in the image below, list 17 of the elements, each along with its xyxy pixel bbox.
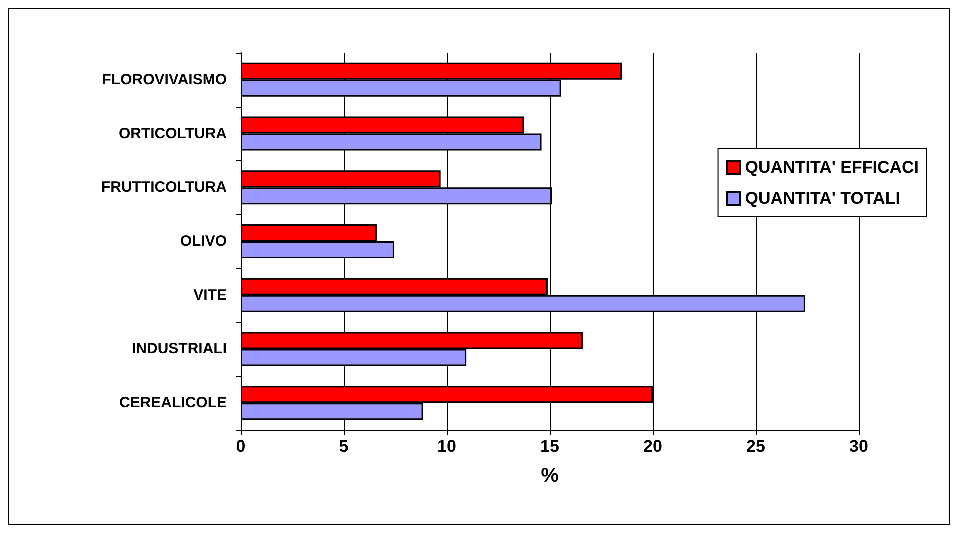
y-tick-label: OLIVO [180,233,228,250]
x-tick-label: 5 [339,437,349,456]
y-tick-label: CEREALICOLE [119,394,227,412]
y-tick-label: VITE [194,286,227,304]
x-tick-label: 25 [746,437,766,456]
x-tick-label: 30 [850,437,868,456]
y-tick-label: ORTICOLTURA [118,125,228,142]
x-tick-label: 0 [236,437,246,456]
x-tick-label: 15 [540,437,560,456]
x-tick-label: 10 [438,437,456,456]
legend-label: QUANTITA' TOTALI [745,189,900,208]
legend-label: QUANTITA' EFFICACI [745,158,920,177]
y-tick-label: INDUSTRIALI [132,340,227,358]
x-tick-label: 20 [644,437,662,456]
x-axis-title: % [541,465,560,487]
y-tick-label: FRUTTICOLTURA [101,179,228,196]
y-tick-label: FLOROVIVAISMO [102,71,228,88]
